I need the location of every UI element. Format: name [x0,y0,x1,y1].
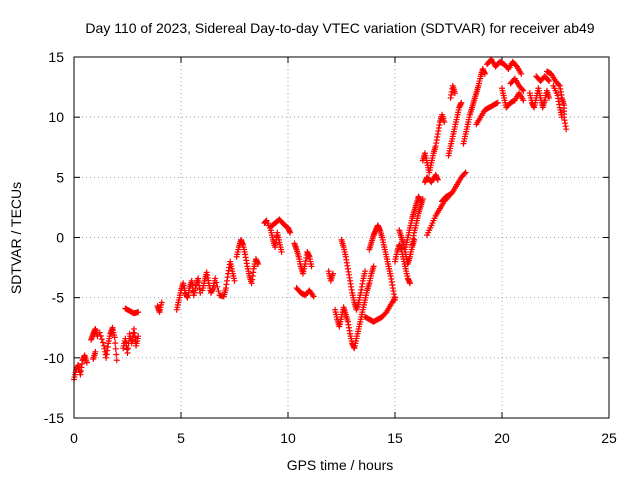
data-point [112,340,119,347]
y-tick-label: 10 [48,109,64,125]
x-tick-label: 5 [177,430,185,446]
y-tick-label: 0 [56,230,64,246]
data-point [512,62,519,69]
chart-title: Day 110 of 2023, Sidereal Day-to-day VTE… [85,20,594,36]
data-point [382,310,389,317]
data-point [287,229,294,236]
data-point [493,100,500,107]
y-tick-label: 5 [56,169,64,185]
x-tick-label: 15 [387,430,403,446]
data-point [278,248,285,255]
data-point [545,76,552,83]
data-point [441,118,448,125]
data-point [158,299,165,306]
data-point [362,268,369,275]
data-point [113,357,120,364]
data-point [231,277,238,284]
data-point [451,90,458,97]
x-axis-label: GPS time / hours [287,457,394,473]
data-point [96,329,103,336]
data-point [419,195,426,202]
x-tick-label: 0 [70,430,78,446]
data-point [213,279,220,286]
data-point [308,263,315,270]
data-point [370,263,377,270]
data-point [447,191,454,198]
x-tick-label: 25 [601,430,617,446]
data-point [563,126,570,133]
axis-ticks: 0 5 10 15 20 25 -15 -10 -5 0 5 10 15 [44,49,617,446]
data-point [329,270,336,277]
data-point [135,309,142,316]
x-tick-label: 10 [280,430,296,446]
x-tick-label: 20 [494,430,510,446]
data-point [310,293,317,300]
data-point [458,99,465,106]
data-point [518,70,525,77]
data-point [546,94,553,101]
data-point [135,333,142,340]
data-point [214,283,221,290]
data-points [71,56,570,383]
grid [74,57,609,418]
y-axis-label: SDTVAR / TECUs [8,182,24,294]
data-point [558,114,565,121]
data-point [406,280,413,287]
data-point [446,191,453,198]
data-point [481,70,488,77]
data-point [111,334,118,341]
data-point [92,348,99,355]
data-point [212,275,219,282]
data-point [392,297,398,304]
data-point [494,99,501,106]
data-point [83,359,90,366]
y-tick-label: -15 [44,410,64,426]
data-point [99,339,106,346]
data-point [255,260,262,267]
y-tick-label: 15 [48,49,64,65]
data-point [112,345,119,352]
data-point [519,86,526,93]
y-tick-label: -10 [44,350,64,366]
plot-frame [73,56,610,419]
data-point [520,87,527,94]
data-point [215,288,222,295]
data-point [555,81,562,88]
data-point [546,78,553,85]
data-point [461,170,468,177]
data-point [98,336,105,343]
y-tick-label: -5 [52,290,65,306]
data-point [434,176,441,183]
data-point [113,351,120,358]
data-point [97,332,104,339]
data-point [462,169,469,176]
data-point [520,97,527,104]
